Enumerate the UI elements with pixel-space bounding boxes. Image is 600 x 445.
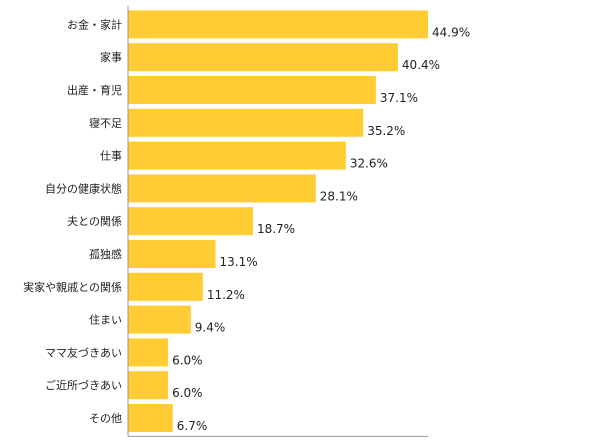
value-label: 6.7%: [177, 419, 208, 433]
value-label: 18.7%: [257, 222, 295, 236]
category-label: 住まい: [89, 313, 122, 327]
bar: [128, 43, 398, 72]
value-label: 13.1%: [220, 255, 258, 269]
category-label: 夫との関係: [67, 215, 122, 228]
bar: [128, 207, 253, 236]
category-label: お金・家計: [67, 17, 122, 31]
bar: [128, 10, 428, 39]
value-label: 11.2%: [207, 288, 245, 302]
bar: [128, 76, 376, 104]
bar: [128, 404, 173, 432]
value-label: 35.2%: [367, 124, 405, 138]
value-label: 28.1%: [320, 189, 358, 203]
value-label: 9.4%: [195, 321, 226, 335]
category-label: ご近所づきあい: [45, 378, 122, 392]
category-label: その他: [89, 412, 122, 425]
value-labels-group: 44.9% 40.4% 37.1% 35.2% 32.6% 28.1% 18.7% 13.1%…: [172, 25, 470, 433]
bar: [128, 108, 364, 137]
category-label: 寝不足: [89, 116, 122, 130]
value-label: 32.6%: [350, 157, 388, 171]
category-label: 出産・育児: [67, 83, 122, 97]
bar: [128, 174, 316, 203]
value-label: 44.9%: [432, 25, 470, 39]
category-label: ママ友づきあい: [45, 345, 122, 359]
value-label: 6.0%: [172, 353, 203, 367]
bar: [128, 272, 203, 301]
bar: [128, 141, 346, 170]
category-label: 自分の健康状態: [45, 181, 122, 195]
bar: [128, 240, 216, 268]
value-label: 40.4%: [402, 58, 440, 72]
bar: [128, 338, 169, 367]
value-label: 6.0%: [172, 386, 203, 400]
bar: [128, 371, 169, 400]
bars-group: [128, 10, 428, 432]
category-labels-group: お金・家計家事出産・育児寝不足仕事自分の健康状態夫との関係孤独感実家や親戚との関…: [23, 17, 122, 425]
category-label: 家事: [100, 50, 122, 64]
category-label: 孤独感: [89, 248, 122, 261]
category-label: 仕事: [100, 150, 122, 163]
value-label: 37.1%: [380, 91, 418, 105]
category-label: 実家や親戚との関係: [23, 280, 122, 294]
bar: [128, 305, 191, 334]
